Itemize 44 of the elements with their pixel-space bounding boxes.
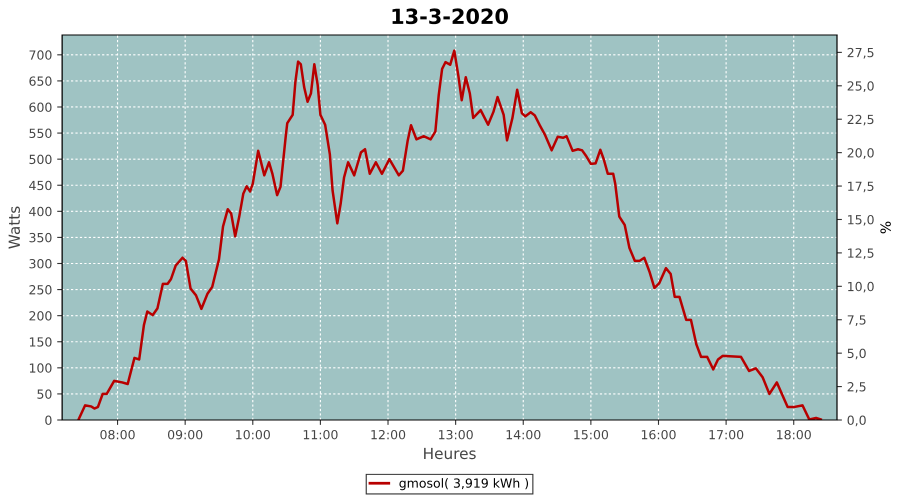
y-tick-label: 300 xyxy=(29,258,52,268)
x-tick-label: 11:00 xyxy=(304,430,338,440)
y2-tick-label: 22,5 xyxy=(848,114,874,126)
y-tick-label: 650 xyxy=(29,76,52,86)
x-tick-label: 14:00 xyxy=(506,430,540,440)
y2-tick-label: 15,0 xyxy=(848,214,874,226)
y2-tick-label: 27,5 xyxy=(848,48,874,59)
y2-tick-label: 7,5 xyxy=(848,315,866,326)
x-tick-label: 13:00 xyxy=(438,430,473,440)
y2-tick-label: 0,0 xyxy=(848,415,866,426)
y2-tick-label: 2,5 xyxy=(848,382,866,393)
y-tick-label: 350 xyxy=(29,232,52,242)
x-tick-label: 17:00 xyxy=(709,430,744,440)
y-tick-label: 100 xyxy=(30,363,52,373)
y2-tick-label: 25,0 xyxy=(848,81,874,92)
y-tick-label: 50 xyxy=(37,389,52,399)
x-tick-label: 12:00 xyxy=(371,430,406,440)
y-tick-label: 500 xyxy=(29,154,52,164)
x-tick-label: 09:00 xyxy=(168,430,202,440)
y2-axis-title: % xyxy=(880,222,891,234)
y2-tick-label: 12,5 xyxy=(848,248,874,260)
y-tick-label: 400 xyxy=(29,206,52,216)
y-tick-label: 700 xyxy=(30,50,52,60)
line-series xyxy=(77,49,822,420)
x-tick-label: 18:00 xyxy=(777,430,811,440)
y-tick-label: 200 xyxy=(29,311,52,321)
y-tick-label: 150 xyxy=(30,337,52,347)
y-tick-label: 550 xyxy=(29,128,52,138)
legend-label: gmosol( 3,919 kWh ) xyxy=(399,478,528,490)
y2-tick-label: 20,0 xyxy=(848,148,874,159)
y2-tick-label: 10,0 xyxy=(848,282,874,293)
y2-tick-label: 5,0 xyxy=(848,348,866,360)
y-tick-label: 250 xyxy=(29,285,52,295)
y2-tick-label: 17,5 xyxy=(848,182,874,192)
x-tick-label: 15:00 xyxy=(574,430,608,440)
y-tick-label: 0 xyxy=(45,415,52,425)
x-tick-label: 08:00 xyxy=(100,430,135,440)
chart-title: 13-3-2020 xyxy=(392,8,508,24)
y-tick-label: 600 xyxy=(29,102,52,112)
x-tick-label: 16:00 xyxy=(642,430,676,440)
x-tick-label: 10:00 xyxy=(236,430,270,440)
y-axis-title: Watts xyxy=(8,206,20,249)
x-axis-title: Heures xyxy=(424,448,476,460)
y-tick-label: 450 xyxy=(29,180,52,190)
